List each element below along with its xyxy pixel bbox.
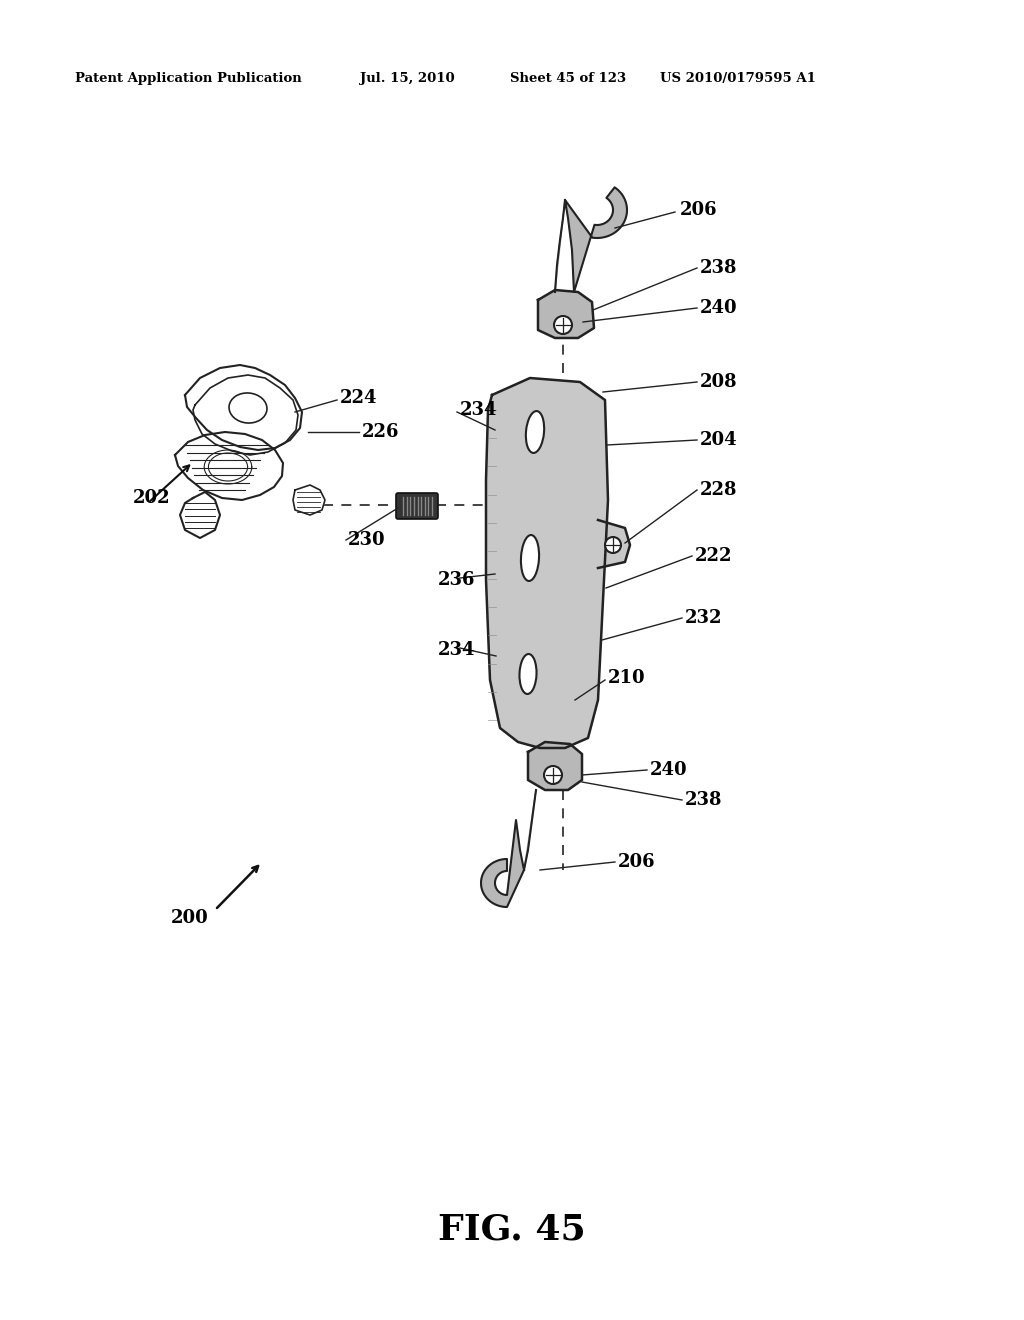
Ellipse shape [229,393,267,422]
Circle shape [554,315,572,334]
Text: 236: 236 [438,572,475,589]
Text: 230: 230 [348,531,386,549]
Text: 224: 224 [340,389,378,407]
Text: 238: 238 [685,791,723,809]
Text: 234: 234 [460,401,498,418]
Text: 206: 206 [680,201,718,219]
Circle shape [544,766,562,784]
Polygon shape [175,432,283,500]
Ellipse shape [519,653,537,694]
Circle shape [605,537,621,553]
Text: 208: 208 [700,374,737,391]
Polygon shape [185,366,302,450]
Text: 234: 234 [438,642,475,659]
Text: 232: 232 [685,609,723,627]
Text: 206: 206 [618,853,655,871]
Text: 240: 240 [650,762,688,779]
Text: Jul. 15, 2010: Jul. 15, 2010 [360,73,455,84]
Text: 202: 202 [133,488,171,507]
Polygon shape [555,187,627,292]
Polygon shape [481,789,536,907]
Polygon shape [293,484,325,515]
Polygon shape [486,378,608,748]
FancyBboxPatch shape [396,492,438,519]
Text: Patent Application Publication: Patent Application Publication [75,73,302,84]
Text: 240: 240 [700,300,737,317]
Text: 210: 210 [608,669,645,686]
Polygon shape [598,520,630,568]
Text: 228: 228 [700,480,737,499]
Text: 204: 204 [700,432,737,449]
Text: 222: 222 [695,546,732,565]
Ellipse shape [526,411,544,453]
Polygon shape [193,375,298,455]
Text: 238: 238 [700,259,737,277]
Text: US 2010/0179595 A1: US 2010/0179595 A1 [660,73,816,84]
Polygon shape [180,492,220,539]
Text: 226: 226 [362,422,399,441]
Polygon shape [538,290,594,338]
Polygon shape [528,742,582,789]
Text: 200: 200 [171,909,209,927]
Text: Sheet 45 of 123: Sheet 45 of 123 [510,73,626,84]
Text: FIG. 45: FIG. 45 [438,1213,586,1247]
Ellipse shape [521,535,539,581]
